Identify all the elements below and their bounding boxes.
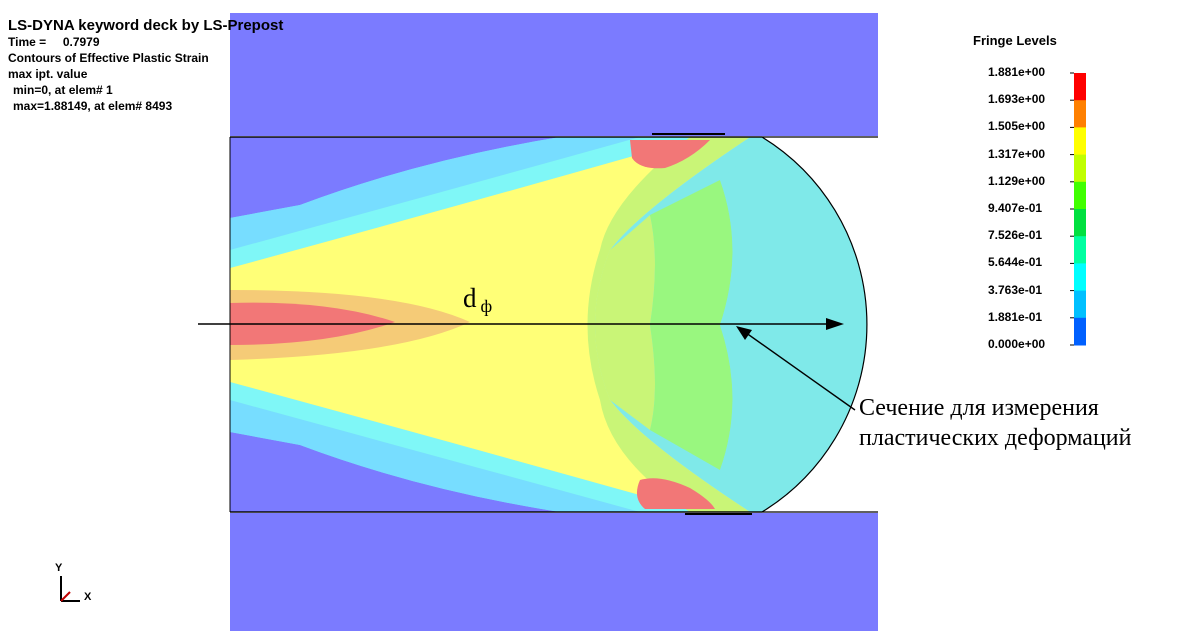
workpiece-outline <box>230 136 868 513</box>
legend-level-label: 1.881e-01 <box>988 309 1043 324</box>
fringe-band <box>1074 290 1086 319</box>
legend-level-label: 5.644e-01 <box>988 255 1043 270</box>
time-line: Time = 0.7979 <box>8 34 283 50</box>
deck-title: LS-DYNA keyword deck by LS-Prepost <box>8 17 284 34</box>
lower-tool-block <box>230 513 878 631</box>
workpiece-contours <box>230 137 867 512</box>
fringe-band <box>1074 154 1086 183</box>
fringe-band <box>1074 236 1086 264</box>
section-line-2: пластических деформаций <box>859 425 1132 451</box>
dimension-line <box>198 318 844 330</box>
fringe-band <box>1074 100 1086 128</box>
dimension-subscript: ф <box>480 296 493 316</box>
legend-title: Fringe Levels <box>973 33 1057 48</box>
contour-title: Contours of Effective Plastic Strain <box>8 51 209 65</box>
legend-level-label: 7.526e-01 <box>988 228 1043 243</box>
section-leader-arrow <box>736 326 856 411</box>
axis-x-label: X <box>84 591 92 603</box>
fringe-band <box>1074 181 1086 210</box>
legend-level-label: 1.881e+00 <box>988 65 1046 79</box>
value-mode: max ipt. value <box>8 67 88 81</box>
min-info: min=0, at elem# 1 <box>13 83 113 97</box>
legend-level-label: 0.000e+00 <box>988 337 1046 351</box>
fringe-band <box>1074 127 1086 156</box>
fringe-band <box>1074 263 1086 292</box>
fringe-band <box>1074 209 1086 237</box>
axis-y-label: Y <box>55 562 63 574</box>
section-line-1: Сечение для измерения <box>859 395 1099 421</box>
legend-level-label: 3.763e-01 <box>988 282 1043 297</box>
legend-level-label: 1.505e+00 <box>988 119 1046 134</box>
legend-level-label: 1.129e+00 <box>988 173 1046 188</box>
fringe-color-bar <box>1070 72 1086 346</box>
legend-level-label: 1.693e+00 <box>988 92 1046 107</box>
max-info: max=1.88149, at elem# 8493 <box>13 99 173 113</box>
dimension-symbol: d <box>463 283 477 313</box>
legend-level-label: 1.317e+00 <box>988 146 1046 161</box>
legend-level-label: 9.407e-01 <box>988 201 1043 215</box>
fringe-band <box>1074 73 1086 101</box>
time-value: 0.7979 <box>62 35 100 49</box>
time-label: Time = <box>8 35 47 49</box>
section-annotation: Сечение для измерения пластических деформ… <box>859 393 1131 453</box>
axis-triad <box>60 576 80 602</box>
info-header: LS-DYNA keyword deck by LS-Prepost Time =… <box>8 17 283 114</box>
upper-tool-block <box>230 13 878 136</box>
fringe-band <box>1074 317 1086 346</box>
